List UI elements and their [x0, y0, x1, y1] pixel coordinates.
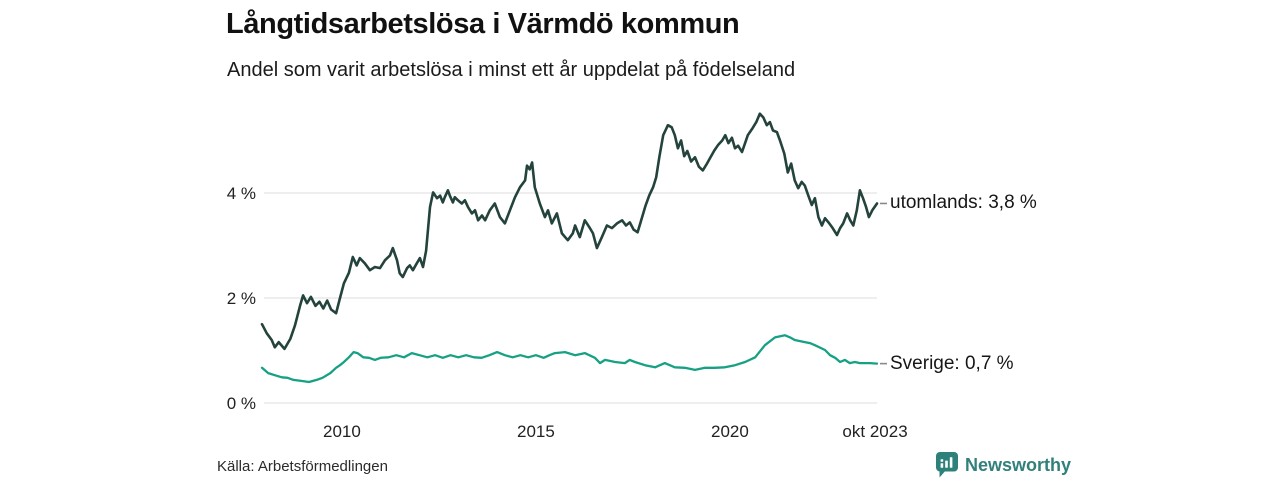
- newsworthy-logo: Newsworthy: [936, 452, 1071, 478]
- x-tick-2010: 2010: [323, 422, 361, 441]
- series-end-label-utomlands: utomlands: 3,8 %: [890, 192, 1037, 214]
- chart-title: Långtidsarbetslösa i Värmdö kommun: [226, 8, 740, 40]
- series-end-label-sverige: Sverige: 0,7 %: [890, 352, 1014, 374]
- x-tick-okt-2023: okt 2023: [842, 422, 908, 441]
- label-leader-dashes: [880, 202, 887, 365]
- newsworthy-wordmark: Newsworthy: [965, 454, 1072, 475]
- y-tick-0: 0 %: [226, 394, 256, 413]
- gridlines: [264, 192, 877, 404]
- x-tick-2020: 2020: [711, 422, 749, 441]
- source-note: Källa: Arbetsförmedlingen: [217, 458, 388, 475]
- x-tick-2015: 2015: [517, 422, 555, 441]
- chart-subtitle: Andel som varit arbetslösa i minst ett å…: [227, 59, 796, 81]
- newsworthy-bubble-chart-icon: [936, 452, 958, 478]
- y-tick-4: 4 %: [226, 183, 256, 203]
- series-line-utomlands: [260, 112, 879, 351]
- y-tick-2: 2 %: [226, 288, 256, 308]
- series-lines: [260, 112, 879, 384]
- series-line-Sverige: [260, 334, 879, 384]
